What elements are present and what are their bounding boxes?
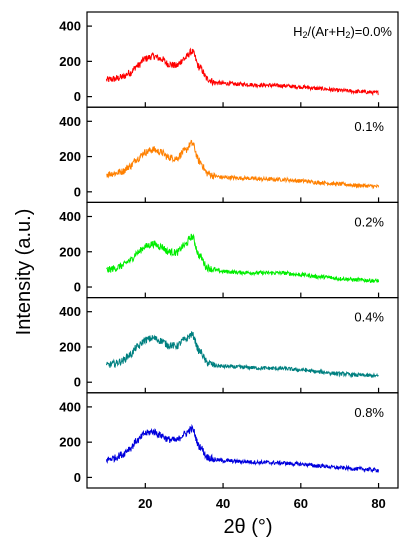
panel-frame [86, 297, 399, 394]
panel-4: 0 200 400 0.4% [59, 297, 399, 394]
series-line [105, 423, 380, 473]
y-tick-label: 0 [74, 89, 81, 104]
y-tick-label: 0 [74, 184, 81, 199]
panel-annotation: 0.1% [354, 119, 384, 134]
x-tick-label: 60 [294, 496, 308, 511]
y-tick-label: 0 [74, 470, 81, 485]
y-tick-label: 400 [59, 209, 81, 224]
panel-annotation: 0.2% [354, 214, 384, 229]
y-axis-title: Intensity (a.u.) [13, 209, 35, 336]
series-line [106, 233, 380, 284]
y-tick-label: 400 [59, 19, 81, 34]
panel-frame [86, 106, 399, 203]
panel-annotation: 0.4% [354, 310, 384, 325]
y-tick-label: 200 [59, 149, 81, 164]
panel-2: 0 200 400 0.1% [59, 106, 399, 203]
panel-3: 0 200 400 0.2% [59, 201, 399, 299]
y-tick-label: 0 [74, 280, 81, 295]
series-line [106, 139, 380, 190]
y-tick-label: 200 [59, 54, 81, 69]
x-tick-label: 80 [371, 496, 385, 511]
y-tick-label: 200 [59, 244, 81, 259]
panel-5: 0 200 400 0.8% [59, 392, 399, 489]
series-line [105, 47, 379, 97]
panel-annotation: 0.8% [354, 405, 384, 420]
y-tick-label: 200 [59, 339, 81, 354]
panel-frame [86, 201, 399, 299]
y-tick-label: 400 [59, 304, 81, 319]
panel-1: 0 200 400 H2/(Ar+H2)=0.0% [59, 11, 399, 108]
y-tick-label: 0 [74, 375, 81, 390]
panel-annotation: H2/(Ar+H2)=0.0% [293, 24, 392, 40]
series-line [105, 331, 379, 379]
x-tick-label: 40 [216, 496, 230, 511]
y-tick-label: 400 [59, 114, 81, 129]
y-tick-label: 200 [59, 435, 81, 450]
x-tick-label: 20 [138, 496, 152, 511]
panel-frame [86, 392, 399, 489]
x-axis-title: 2θ (°) [223, 516, 272, 538]
y-tick-label: 400 [59, 399, 81, 414]
